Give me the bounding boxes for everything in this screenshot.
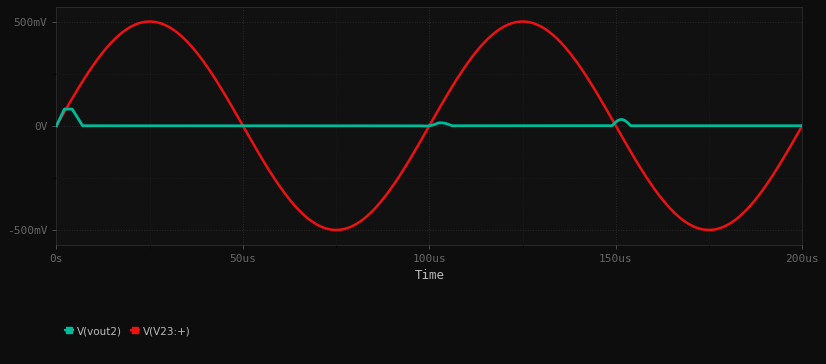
X-axis label: Time: Time: [415, 269, 444, 282]
Legend: V(vout2), V(V23:+): V(vout2), V(V23:+): [62, 323, 194, 339]
